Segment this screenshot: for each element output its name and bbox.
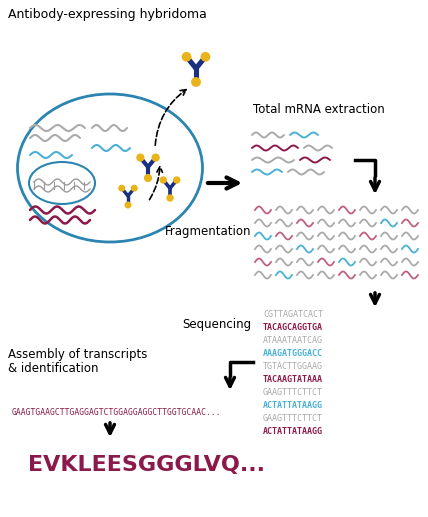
Text: ATAAATAATCAG: ATAAATAATCAG bbox=[263, 336, 323, 345]
Text: CGTTAGATCACT: CGTTAGATCACT bbox=[263, 310, 323, 319]
Text: GAAGTTTCTTCT: GAAGTTTCTTCT bbox=[263, 388, 323, 397]
Text: Assembly of transcripts: Assembly of transcripts bbox=[8, 348, 147, 361]
Circle shape bbox=[145, 175, 152, 181]
Text: & identification: & identification bbox=[8, 362, 98, 375]
Circle shape bbox=[201, 53, 210, 61]
Circle shape bbox=[192, 78, 200, 86]
Circle shape bbox=[137, 154, 144, 161]
Circle shape bbox=[182, 53, 191, 61]
Text: ACTATTATAAGG: ACTATTATAAGG bbox=[263, 401, 323, 410]
Text: TGTACTTGGAAG: TGTACTTGGAAG bbox=[263, 362, 323, 371]
Text: ACTATTATAAGG: ACTATTATAAGG bbox=[263, 427, 323, 436]
Text: GAAGTTTCTTCT: GAAGTTTCTTCT bbox=[263, 414, 323, 423]
Text: Sequencing: Sequencing bbox=[182, 318, 251, 331]
Text: EVKLEESGGGLVQ...: EVKLEESGGGLVQ... bbox=[28, 455, 265, 475]
Text: Antibody-expressing hybridoma: Antibody-expressing hybridoma bbox=[8, 8, 207, 21]
Circle shape bbox=[119, 186, 125, 191]
Text: Total mRNA extraction: Total mRNA extraction bbox=[253, 103, 385, 116]
Circle shape bbox=[160, 177, 166, 183]
Circle shape bbox=[167, 195, 173, 201]
Circle shape bbox=[174, 177, 180, 183]
Text: Fragmentation: Fragmentation bbox=[165, 225, 252, 238]
Text: GAAGTGAAGCTTGAGGAGTCTGGAGGAGGCTTGGTGCAAC...: GAAGTGAAGCTTGAGGAGTCTGGAGGAGGCTTGGTGCAAC… bbox=[12, 408, 222, 417]
Circle shape bbox=[152, 154, 159, 161]
Circle shape bbox=[125, 202, 131, 208]
Circle shape bbox=[131, 186, 137, 191]
Text: AAAGATGGGACC: AAAGATGGGACC bbox=[263, 349, 323, 358]
Text: TACAGCAGGTGA: TACAGCAGGTGA bbox=[263, 323, 323, 332]
Text: TACAAGTATAAA: TACAAGTATAAA bbox=[263, 375, 323, 384]
